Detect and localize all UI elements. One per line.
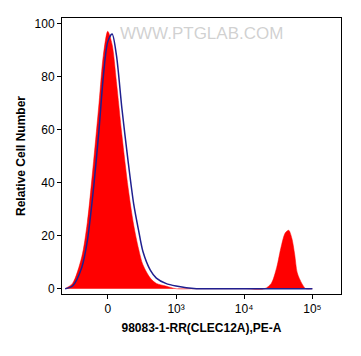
- svg-text:0: 0: [48, 282, 55, 296]
- svg-text:60: 60: [41, 123, 55, 137]
- svg-text:10³: 10³: [167, 302, 184, 316]
- svg-text:WWW.PTGLAB.COM: WWW.PTGLAB.COM: [120, 24, 283, 43]
- svg-text:98083-1-RR(CLEC12A),PE-A: 98083-1-RR(CLEC12A),PE-A: [121, 321, 281, 335]
- svg-text:100: 100: [35, 17, 55, 31]
- svg-text:10⁴: 10⁴: [235, 302, 254, 316]
- svg-text:10⁵: 10⁵: [303, 302, 321, 316]
- svg-text:Relative Cell Number: Relative Cell Number: [14, 96, 28, 216]
- svg-text:80: 80: [41, 70, 55, 84]
- svg-text:0: 0: [104, 302, 111, 316]
- svg-text:40: 40: [41, 176, 55, 190]
- svg-text:20: 20: [41, 229, 55, 243]
